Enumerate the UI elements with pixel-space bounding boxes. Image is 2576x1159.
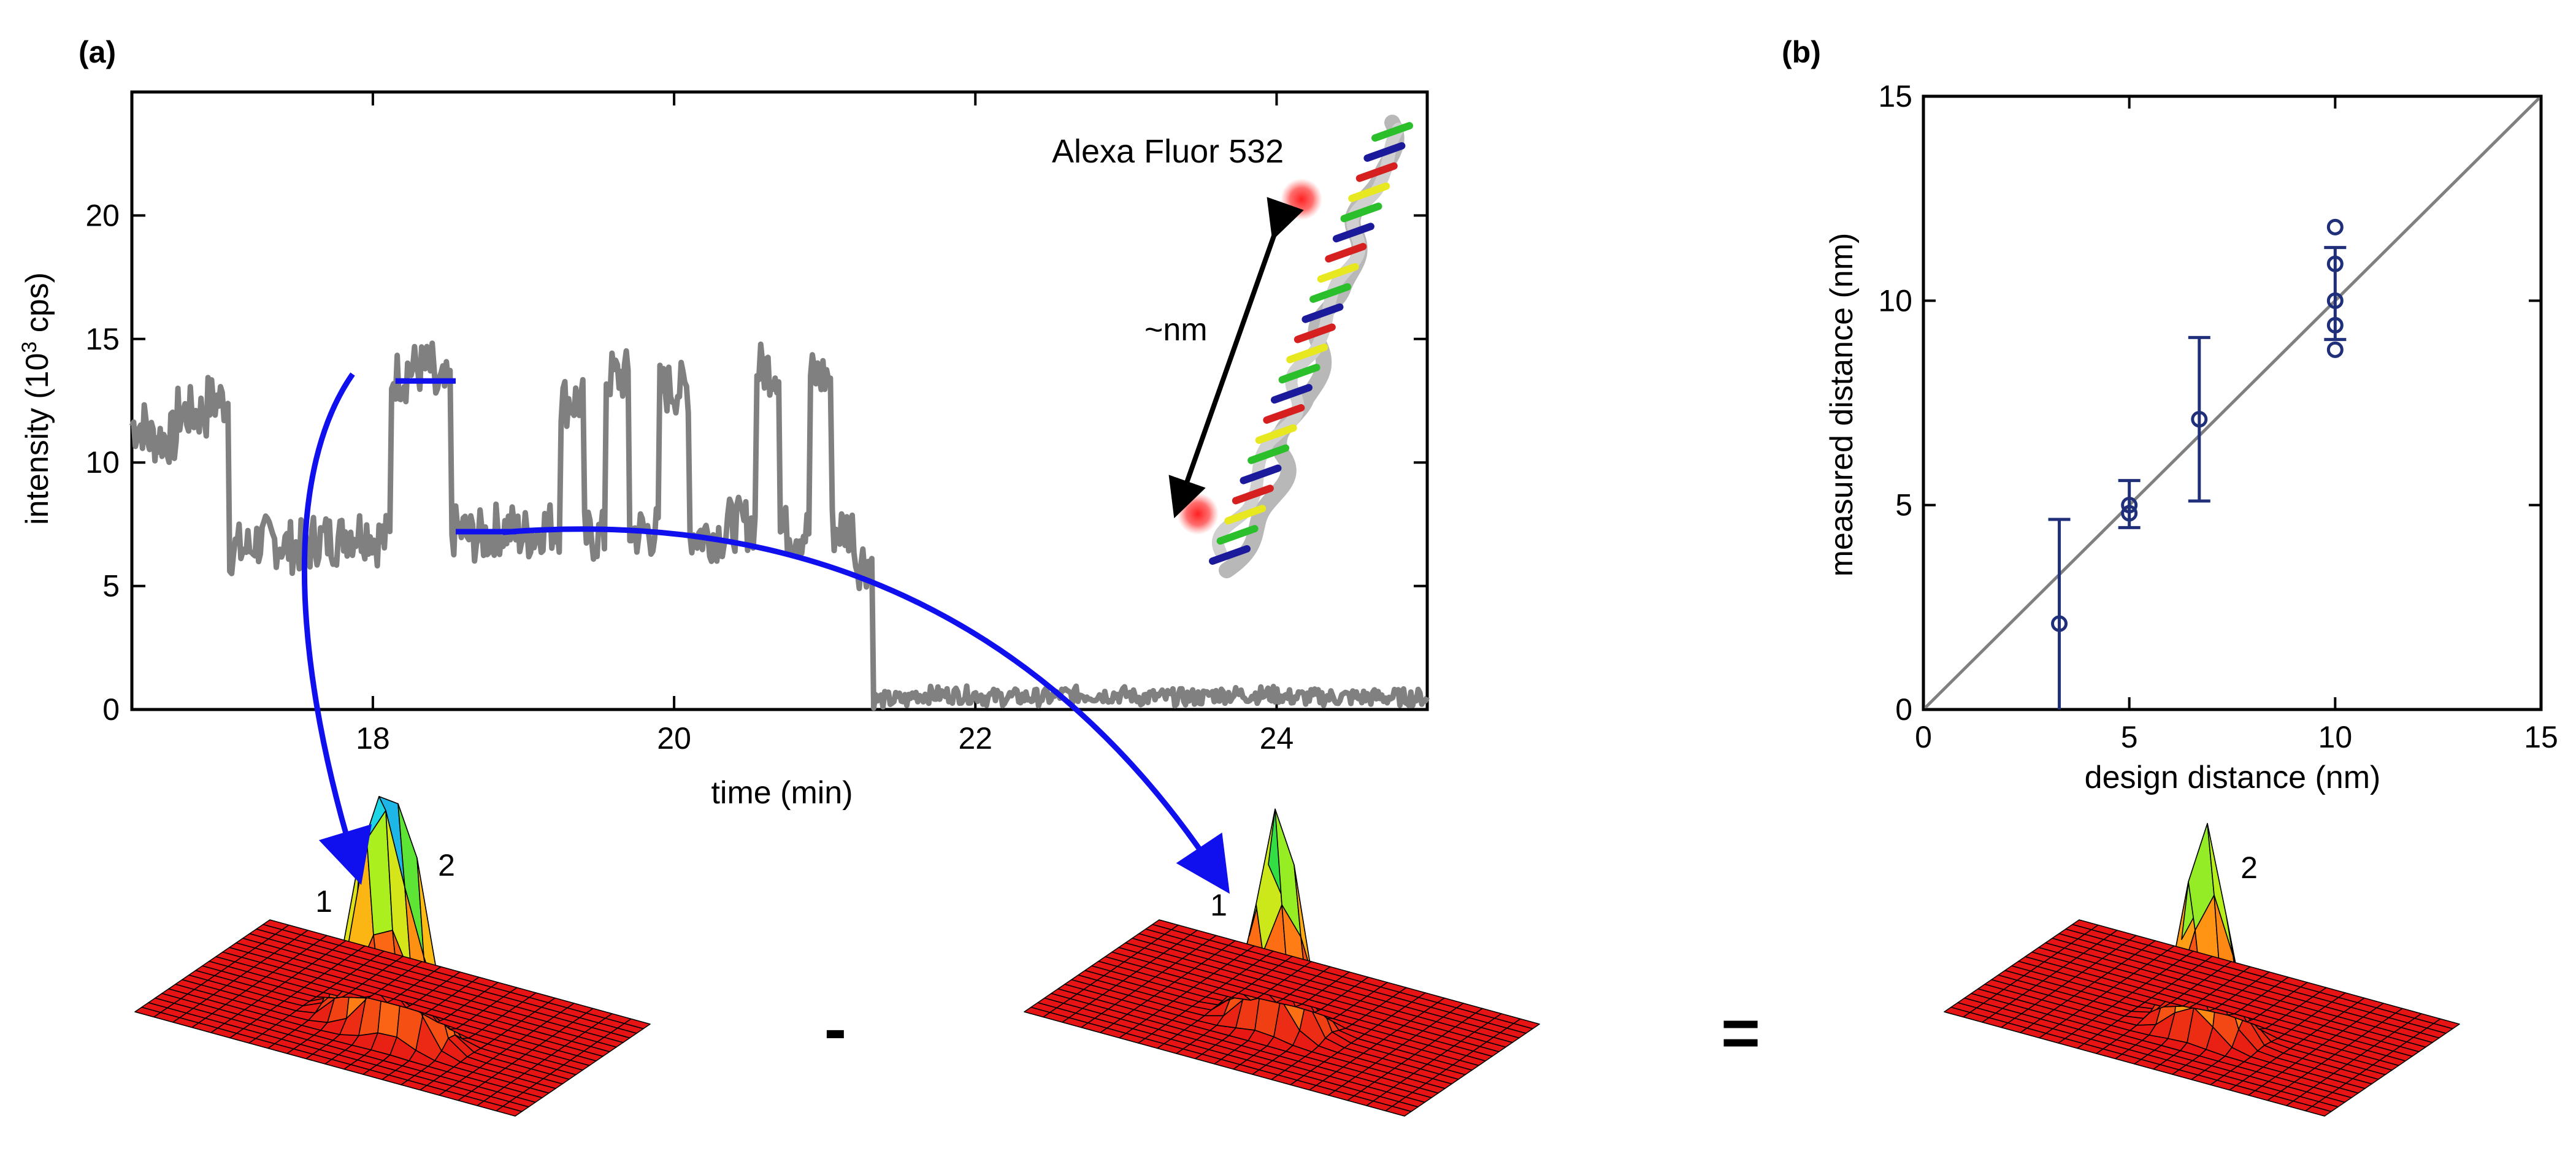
ylabel-main: intensity (10 xyxy=(20,353,55,525)
panel-b-ylabel: measured distance (nm) xyxy=(1824,233,1860,577)
base-pair xyxy=(1348,182,1390,202)
data-point xyxy=(2121,505,2138,522)
panel-a-ylabel: intensity (103 cps) xyxy=(18,272,55,525)
surface-right-label: 2 xyxy=(2241,851,2258,885)
data-point xyxy=(2326,341,2344,358)
y-tick-label: 5 xyxy=(1895,488,1912,522)
y-tick-label: 10 xyxy=(85,445,120,480)
y-tick-label: 0 xyxy=(102,692,120,727)
base-pair xyxy=(1216,525,1259,545)
y-tick-label: 15 xyxy=(85,322,120,356)
panel-a-xlabel: time (min) xyxy=(711,775,853,811)
base-pair xyxy=(1371,122,1413,142)
surface-facet xyxy=(624,1018,651,1030)
panel-a-plot: 18 20 22 24 0 5 10 15 20 xyxy=(85,90,1430,755)
data-point xyxy=(2326,292,2344,309)
base-pair xyxy=(1340,202,1382,223)
surface-facet xyxy=(2433,1018,2460,1030)
panel-a-frame xyxy=(130,90,1429,711)
equals-sign: = xyxy=(1721,995,1760,1071)
data-point xyxy=(2326,255,2344,272)
data-point xyxy=(2326,218,2344,235)
data-point xyxy=(2191,411,2208,428)
surface-left-label-1: 1 xyxy=(315,884,332,919)
x-tick-label: 15 xyxy=(2524,720,2558,754)
base-pair xyxy=(1332,223,1374,243)
panel-b-plot: 0 5 10 15 0 5 10 15 xyxy=(1878,79,2558,754)
y-tick-label: 20 xyxy=(85,198,120,232)
base-pair xyxy=(1355,162,1398,182)
base-pair xyxy=(1309,283,1352,303)
ylabel-end: cps) xyxy=(20,272,55,342)
x-tick-label: 0 xyxy=(1915,720,1932,754)
surface-plot-middle xyxy=(1024,808,1540,1117)
x-tick-label: 18 xyxy=(356,721,390,755)
base-pair xyxy=(1325,243,1367,263)
ylabel-superscript: 3 xyxy=(18,342,41,353)
panel-a-ticks: 18 20 22 24 0 5 10 15 20 xyxy=(85,92,1427,755)
distance-arrow xyxy=(1168,197,1304,519)
surface-facet xyxy=(1513,1018,1540,1030)
data-point xyxy=(2326,316,2344,334)
surface-plot-right xyxy=(1944,823,2460,1117)
panel-b-ticks: 0 5 10 15 0 5 10 15 xyxy=(1878,79,2558,754)
arrow-state-2-to-left-surface xyxy=(301,372,372,886)
surface-left-label-2: 2 xyxy=(438,848,455,882)
dye-label: Alexa Fluor 532 xyxy=(1052,133,1284,170)
dye-glow-top xyxy=(1281,178,1322,220)
surface-middle-label: 1 xyxy=(1210,888,1227,922)
y-tick-label: 10 xyxy=(1878,283,1912,318)
dna-helix-illustration: Alexa Fluor 532 ~nm xyxy=(1052,115,1413,578)
identity-line xyxy=(1922,95,2542,711)
arrow-state-1-to-middle-surface xyxy=(502,526,1230,894)
x-tick-label: 20 xyxy=(657,721,691,755)
panel-a-label: (a) xyxy=(79,35,116,69)
distance-label: ~nm xyxy=(1144,312,1208,348)
panel-b-xlabel: design distance (nm) xyxy=(2085,760,2381,795)
y-tick-label: 0 xyxy=(1895,692,1912,727)
surface-plot-left xyxy=(134,796,651,1117)
y-tick-label: 15 xyxy=(1878,79,1912,113)
x-tick-label: 5 xyxy=(2121,720,2138,754)
x-tick-label: 22 xyxy=(958,721,992,755)
y-tick-label: 5 xyxy=(102,569,120,603)
x-tick-label: 24 xyxy=(1260,721,1294,755)
data-point xyxy=(2051,615,2068,632)
x-tick-label: 10 xyxy=(2318,720,2353,754)
base-pair xyxy=(1317,263,1359,283)
panel-b-frame xyxy=(1922,94,2543,711)
data-point xyxy=(2121,497,2138,514)
base-pair xyxy=(1363,142,1406,162)
base-pair xyxy=(1301,303,1344,323)
base-pair xyxy=(1209,545,1251,565)
data-points xyxy=(2051,218,2344,632)
panel-b-label: (b) xyxy=(1782,35,1821,69)
intensity-trace xyxy=(129,340,1430,711)
minus-sign: - xyxy=(824,991,847,1066)
error-bars xyxy=(2048,246,2347,710)
